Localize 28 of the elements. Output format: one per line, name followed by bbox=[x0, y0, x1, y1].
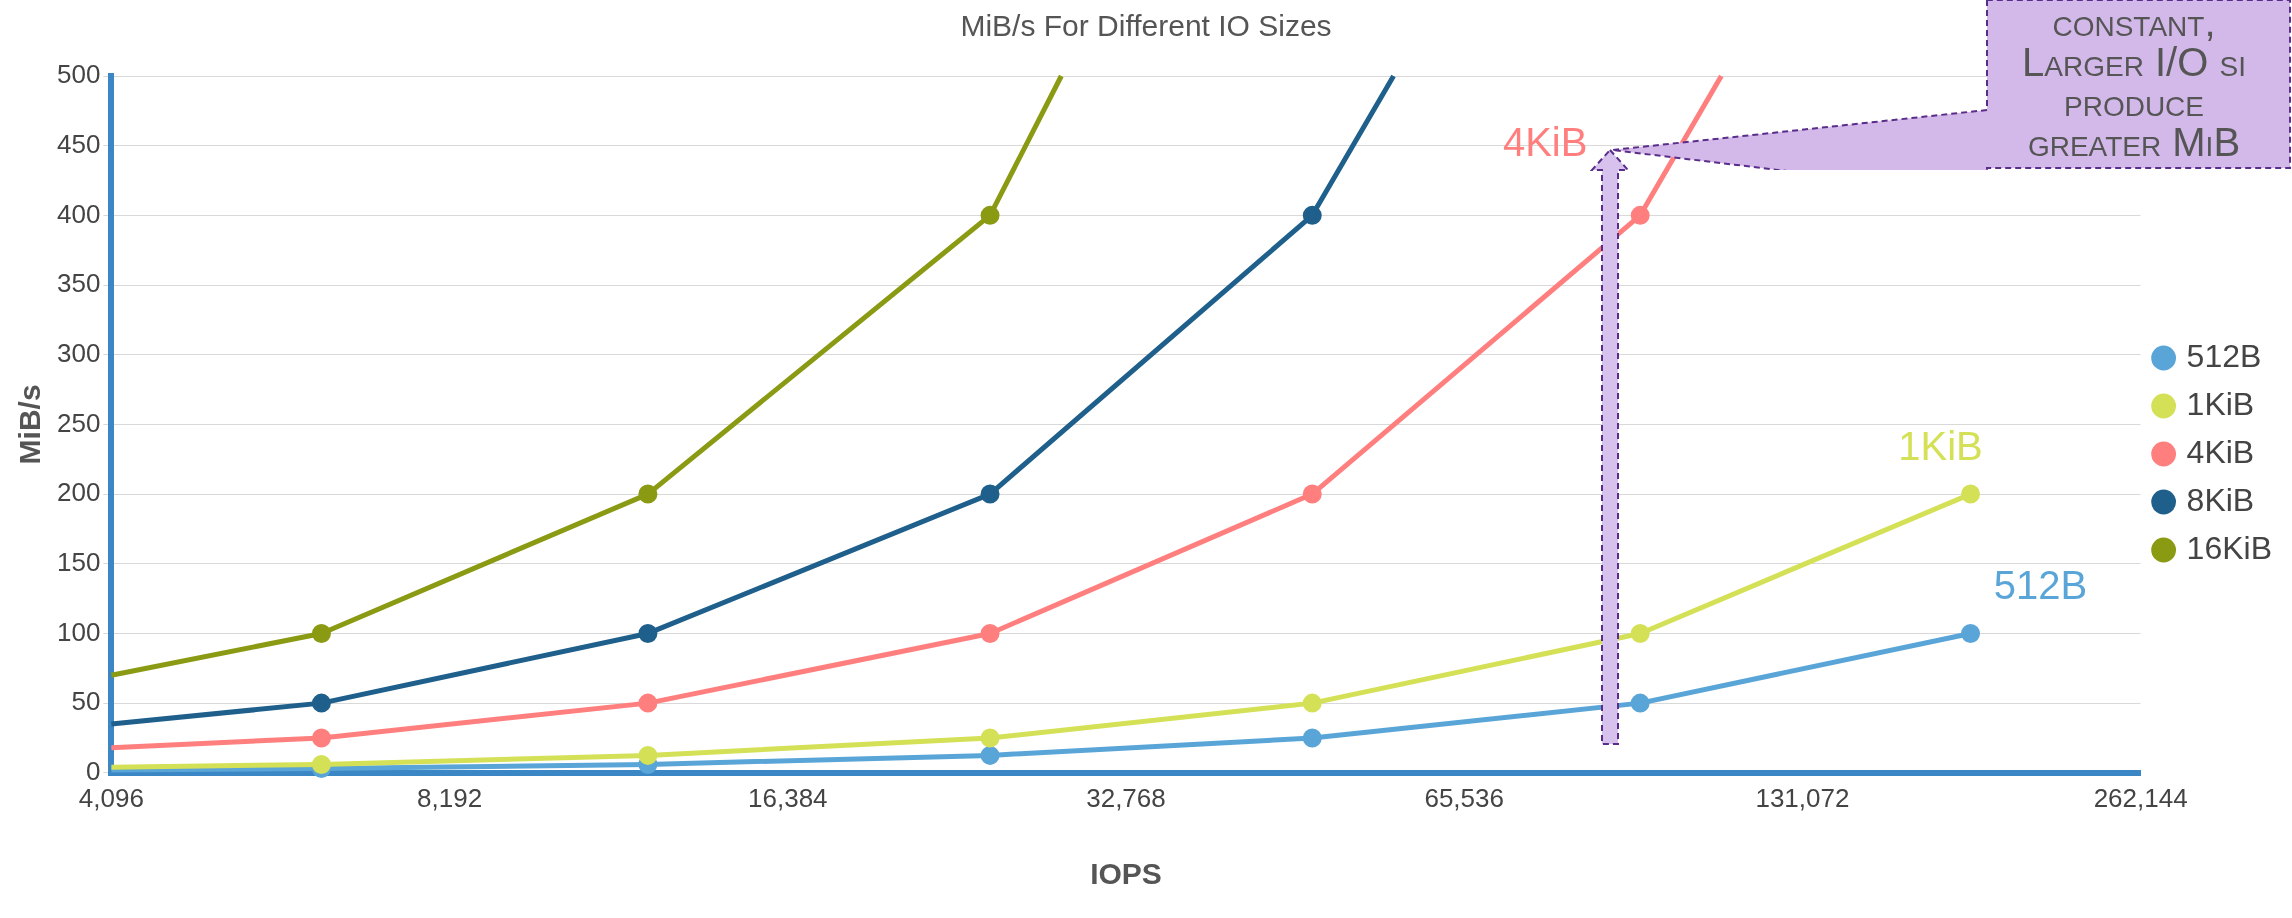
y-tick-label: 350 bbox=[56, 268, 101, 299]
y-tick-label: 500 bbox=[56, 59, 101, 90]
y-tick-label: 150 bbox=[56, 546, 101, 577]
legend-label: 1KiB bbox=[2186, 385, 2255, 422]
y-axis-title: MiB/s bbox=[13, 384, 47, 465]
x-tick-label: 131,072 bbox=[1755, 782, 1850, 813]
x-tick-label: 65,536 bbox=[1424, 782, 1504, 813]
annotation: 1KiB bbox=[1898, 424, 1983, 469]
chart-title: MiB/s For Different IO Sizes bbox=[960, 9, 1332, 43]
y-tick-label: 250 bbox=[56, 407, 101, 438]
annotation: 4KiB bbox=[1502, 120, 1588, 165]
x-axis-title: IOPS bbox=[1090, 857, 1162, 891]
y-tick-label: 450 bbox=[56, 128, 101, 159]
legend-label: 8KiB bbox=[2186, 481, 2255, 518]
annotation: constant, Larger I/O si produce greater MiB bbox=[2021, 0, 2247, 166]
annotation: 512B bbox=[1993, 563, 2088, 608]
y-tick-label: 300 bbox=[56, 337, 101, 368]
legend-label: 512B bbox=[2186, 337, 2262, 374]
y-tick-label: 100 bbox=[56, 616, 101, 647]
x-tick-label: 32,768 bbox=[1086, 782, 1166, 813]
x-tick-label: 8,192 bbox=[417, 782, 483, 813]
x-tick-label: 262,144 bbox=[2093, 782, 2188, 813]
x-tick-label: 16,384 bbox=[748, 782, 828, 813]
y-tick-label: 400 bbox=[56, 198, 101, 229]
legend-label: 4KiB bbox=[2186, 433, 2255, 470]
legend-label: 16KiB bbox=[2186, 529, 2272, 566]
y-tick-label: 200 bbox=[56, 477, 101, 508]
y-tick-label: 50 bbox=[71, 686, 101, 717]
